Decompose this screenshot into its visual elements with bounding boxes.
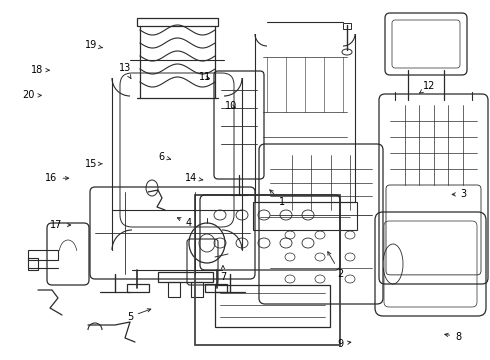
- Text: 13: 13: [119, 63, 131, 79]
- Bar: [205, 284, 227, 292]
- Bar: [253, 202, 357, 230]
- Text: 12: 12: [419, 81, 435, 93]
- Text: 20: 20: [22, 90, 41, 100]
- Text: 17: 17: [50, 220, 71, 230]
- Bar: [343, 23, 351, 29]
- Text: 9: 9: [338, 339, 351, 349]
- Text: 1: 1: [270, 190, 285, 207]
- Text: 18: 18: [31, 65, 49, 75]
- Text: 10: 10: [225, 101, 238, 111]
- Text: 8: 8: [445, 332, 461, 342]
- Text: 2: 2: [328, 252, 343, 279]
- Text: 15: 15: [84, 159, 102, 169]
- Text: 5: 5: [127, 309, 151, 322]
- Bar: [127, 284, 149, 292]
- Text: 4: 4: [177, 218, 192, 228]
- Bar: [191, 282, 203, 297]
- Text: 16: 16: [46, 173, 69, 183]
- Text: 11: 11: [199, 72, 211, 82]
- Text: 14: 14: [185, 173, 203, 183]
- Text: 19: 19: [85, 40, 102, 50]
- Bar: [158, 272, 213, 282]
- Bar: [168, 282, 180, 297]
- Text: 6: 6: [159, 152, 171, 162]
- Text: 7: 7: [220, 266, 226, 282]
- Bar: [195, 195, 340, 345]
- Bar: [28, 258, 38, 270]
- Text: 3: 3: [452, 189, 466, 199]
- Bar: [215, 285, 330, 327]
- Bar: [137, 18, 218, 26]
- Bar: [28, 250, 58, 260]
